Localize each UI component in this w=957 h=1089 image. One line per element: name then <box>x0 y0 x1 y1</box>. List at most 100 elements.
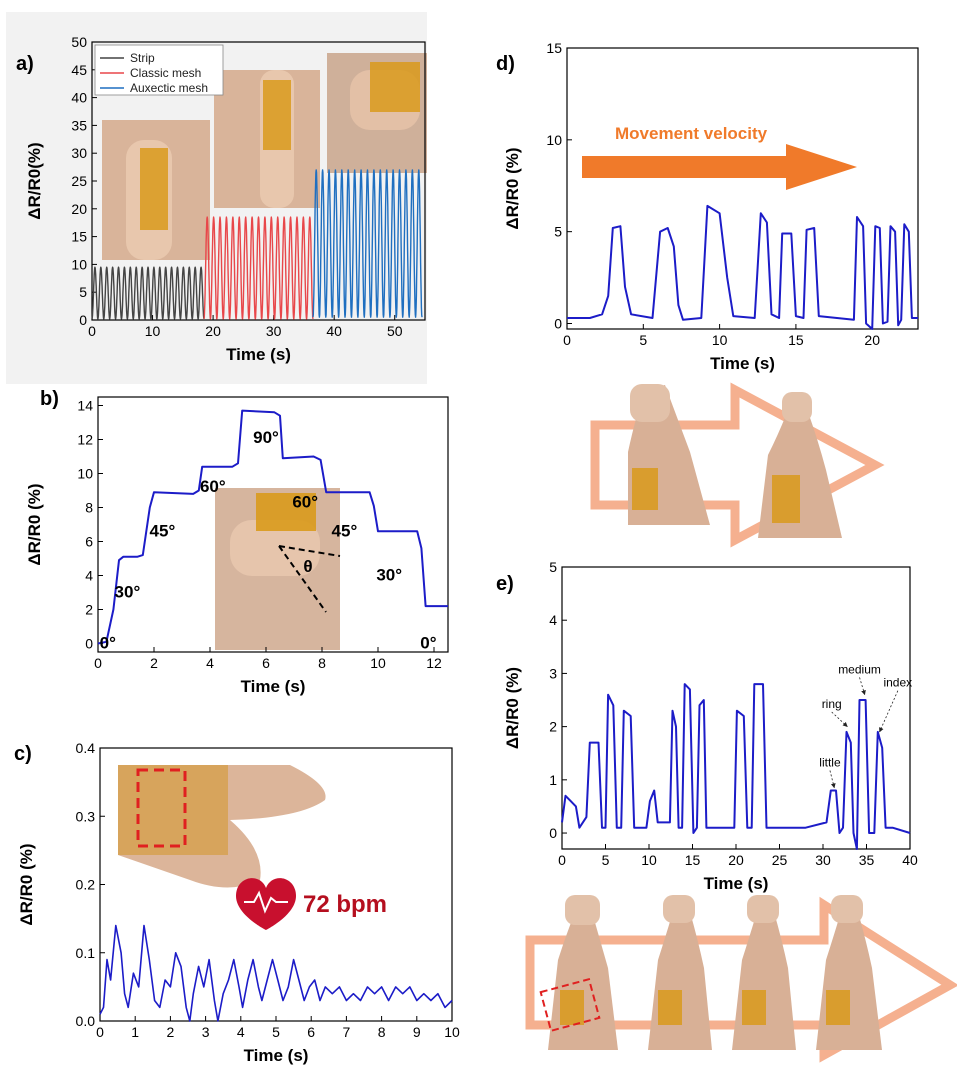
series-line-e <box>561 683 911 850</box>
angle-annotation-7: 30° <box>376 566 402 585</box>
series-line-strip <box>91 266 205 320</box>
y-tick-label-b-0: 0 <box>85 636 93 652</box>
x-tick-label-b-6: 12 <box>426 655 442 671</box>
arm-closed-fist <box>758 392 842 538</box>
x-tick-label-c-10: 10 <box>444 1024 460 1040</box>
y-tick-label-b-2: 4 <box>85 568 93 584</box>
x-axis-label-a: Time (s) <box>226 345 291 364</box>
y-axis-label-e: ΔR/R0 (%) <box>503 667 522 749</box>
y-tick-label-a-7: 35 <box>71 117 87 133</box>
x-tick-label-d-4: 20 <box>864 332 880 348</box>
angle-annotation-9: θ <box>303 557 312 576</box>
finger-annotation-3: little <box>819 756 841 770</box>
arm-4 <box>816 895 882 1050</box>
series-line-auxectic-mesh <box>312 169 423 318</box>
x-tick-label-c-0: 0 <box>96 1024 104 1040</box>
y-axis-label-d: ΔR/R0 (%) <box>503 147 522 229</box>
movement-velocity-text: Movement velocity <box>615 124 768 143</box>
x-tick-label-e-6: 30 <box>815 852 831 868</box>
panel-e: e) 0 5 10 15 20 25 30 35 40 0 1 2 3 4 5 Time (s) ΔR/R0 (… <box>496 559 957 1063</box>
panel-b: b) 0 2 4 6 8 10 12 0 2 4 6 8 10 12 14 Time (s) ΔR/R0 (%)… <box>25 388 449 696</box>
y-tick-label-e-0: 0 <box>549 825 557 841</box>
panel-d-label: d) <box>496 53 515 75</box>
x-tick-label-d-3: 15 <box>788 332 804 348</box>
x-tick-label-e-4: 20 <box>728 852 744 868</box>
legend-entry-2: Auxectic mesh <box>130 81 208 95</box>
heart-icon <box>236 878 296 930</box>
arm-1 <box>539 895 618 1050</box>
x-tick-label-b-5: 10 <box>370 655 386 671</box>
y-tick-label-a-5: 25 <box>71 173 87 189</box>
y-tick-label-a-3: 15 <box>71 229 87 245</box>
y-tick-label-d-2: 10 <box>546 132 562 148</box>
panel-c: c) 72 bpm 0 1 2 3 4 5 6 7 8 9 10 0.0 0.1 0.2 0.3 0.4 Tim… <box>14 740 460 1065</box>
x-tick-label-c-2: 2 <box>167 1024 175 1040</box>
y-tick-label-c-4: 0.4 <box>76 740 96 756</box>
y-axis-label-c: ΔR/R0 (%) <box>17 843 36 925</box>
arm-2 <box>648 895 712 1050</box>
x-axis-label-b: Time (s) <box>241 677 306 696</box>
panel-c-label: c) <box>14 743 32 765</box>
y-tick-label-a-9: 45 <box>71 62 87 78</box>
wrist-photo <box>118 765 326 888</box>
y-tick-label-e-2: 2 <box>549 719 557 735</box>
angle-annotation-5: 60° <box>292 493 318 512</box>
heart-rate-text: 72 bpm <box>303 891 387 918</box>
y-tick-label-a-6: 30 <box>71 145 87 161</box>
sensor-highlight-box <box>136 768 187 848</box>
panel-e-label: e) <box>496 573 514 595</box>
finger-annotation-2: index <box>883 676 912 690</box>
angle-annotation-1: 30° <box>115 583 141 602</box>
x-tick-label-c-3: 3 <box>202 1024 210 1040</box>
x-tick-label-c-6: 6 <box>307 1024 315 1040</box>
angle-annotation-4: 90° <box>253 428 279 447</box>
panel-b-label: b) <box>40 388 59 410</box>
y-axis-label-b: ΔR/R0 (%) <box>25 483 44 565</box>
finger-photo-auxetic-mesh <box>327 53 427 173</box>
x-axis-label-c: Time (s) <box>244 1046 309 1065</box>
y-tick-label-d-0: 0 <box>554 315 562 331</box>
x-axis-label-e: Time (s) <box>704 874 769 893</box>
sensor-highlight-box-arm <box>539 977 601 1033</box>
x-tick-label-e-0: 0 <box>558 852 566 868</box>
x-tick-label-a-5: 50 <box>387 323 403 339</box>
panel-a: a) 0 10 20 30 40 50 0 5 10 15 20 25 30 35 40 45 50 Time (… <box>16 34 427 364</box>
finger-bend-photo <box>215 488 341 650</box>
x-tick-label-b-1: 2 <box>150 655 158 671</box>
panel-d: d) Movement velocity 0 5 10 15 20 0 5 10 15 Time … <box>496 40 919 548</box>
y-tick-label-b-3: 6 <box>85 534 93 550</box>
x-tick-label-e-8: 40 <box>902 852 918 868</box>
y-tick-label-d-1: 5 <box>554 224 562 240</box>
finger-annotation-arrow-0 <box>859 677 866 696</box>
y-tick-label-a-4: 20 <box>71 201 87 217</box>
y-tick-label-d-3: 15 <box>546 40 562 56</box>
y-tick-label-b-5: 10 <box>77 466 93 482</box>
y-tick-label-e-1: 1 <box>549 772 557 788</box>
legend-box <box>94 44 224 96</box>
finger-photo-classic-mesh <box>214 70 320 208</box>
x-tick-label-e-1: 5 <box>602 852 610 868</box>
y-tick-label-a-10: 50 <box>71 34 87 50</box>
y-tick-label-a-8: 40 <box>71 90 87 106</box>
angle-annotation-6: 45° <box>332 521 358 540</box>
x-tick-label-c-5: 5 <box>272 1024 280 1040</box>
x-tick-label-c-8: 8 <box>378 1024 386 1040</box>
x-tick-label-c-9: 9 <box>413 1024 421 1040</box>
x-tick-label-b-0: 0 <box>94 655 102 671</box>
x-tick-label-e-3: 15 <box>685 852 701 868</box>
y-tick-label-e-5: 5 <box>549 559 557 575</box>
legend-entry-0: Strip <box>130 51 155 65</box>
x-tick-label-a-2: 20 <box>205 323 221 339</box>
y-axis-label-a: ΔR/R0(%) <box>25 142 44 219</box>
series-line-classic-mesh <box>203 216 314 320</box>
series-line-c <box>99 924 453 1022</box>
y-tick-label-c-1: 0.1 <box>76 945 96 961</box>
arm-3 <box>732 895 796 1050</box>
series-line-b <box>97 409 448 645</box>
x-tick-label-a-1: 10 <box>145 323 161 339</box>
x-tick-label-a-4: 40 <box>326 323 342 339</box>
finger-photo-strip <box>102 120 210 260</box>
x-tick-label-c-1: 1 <box>131 1024 139 1040</box>
